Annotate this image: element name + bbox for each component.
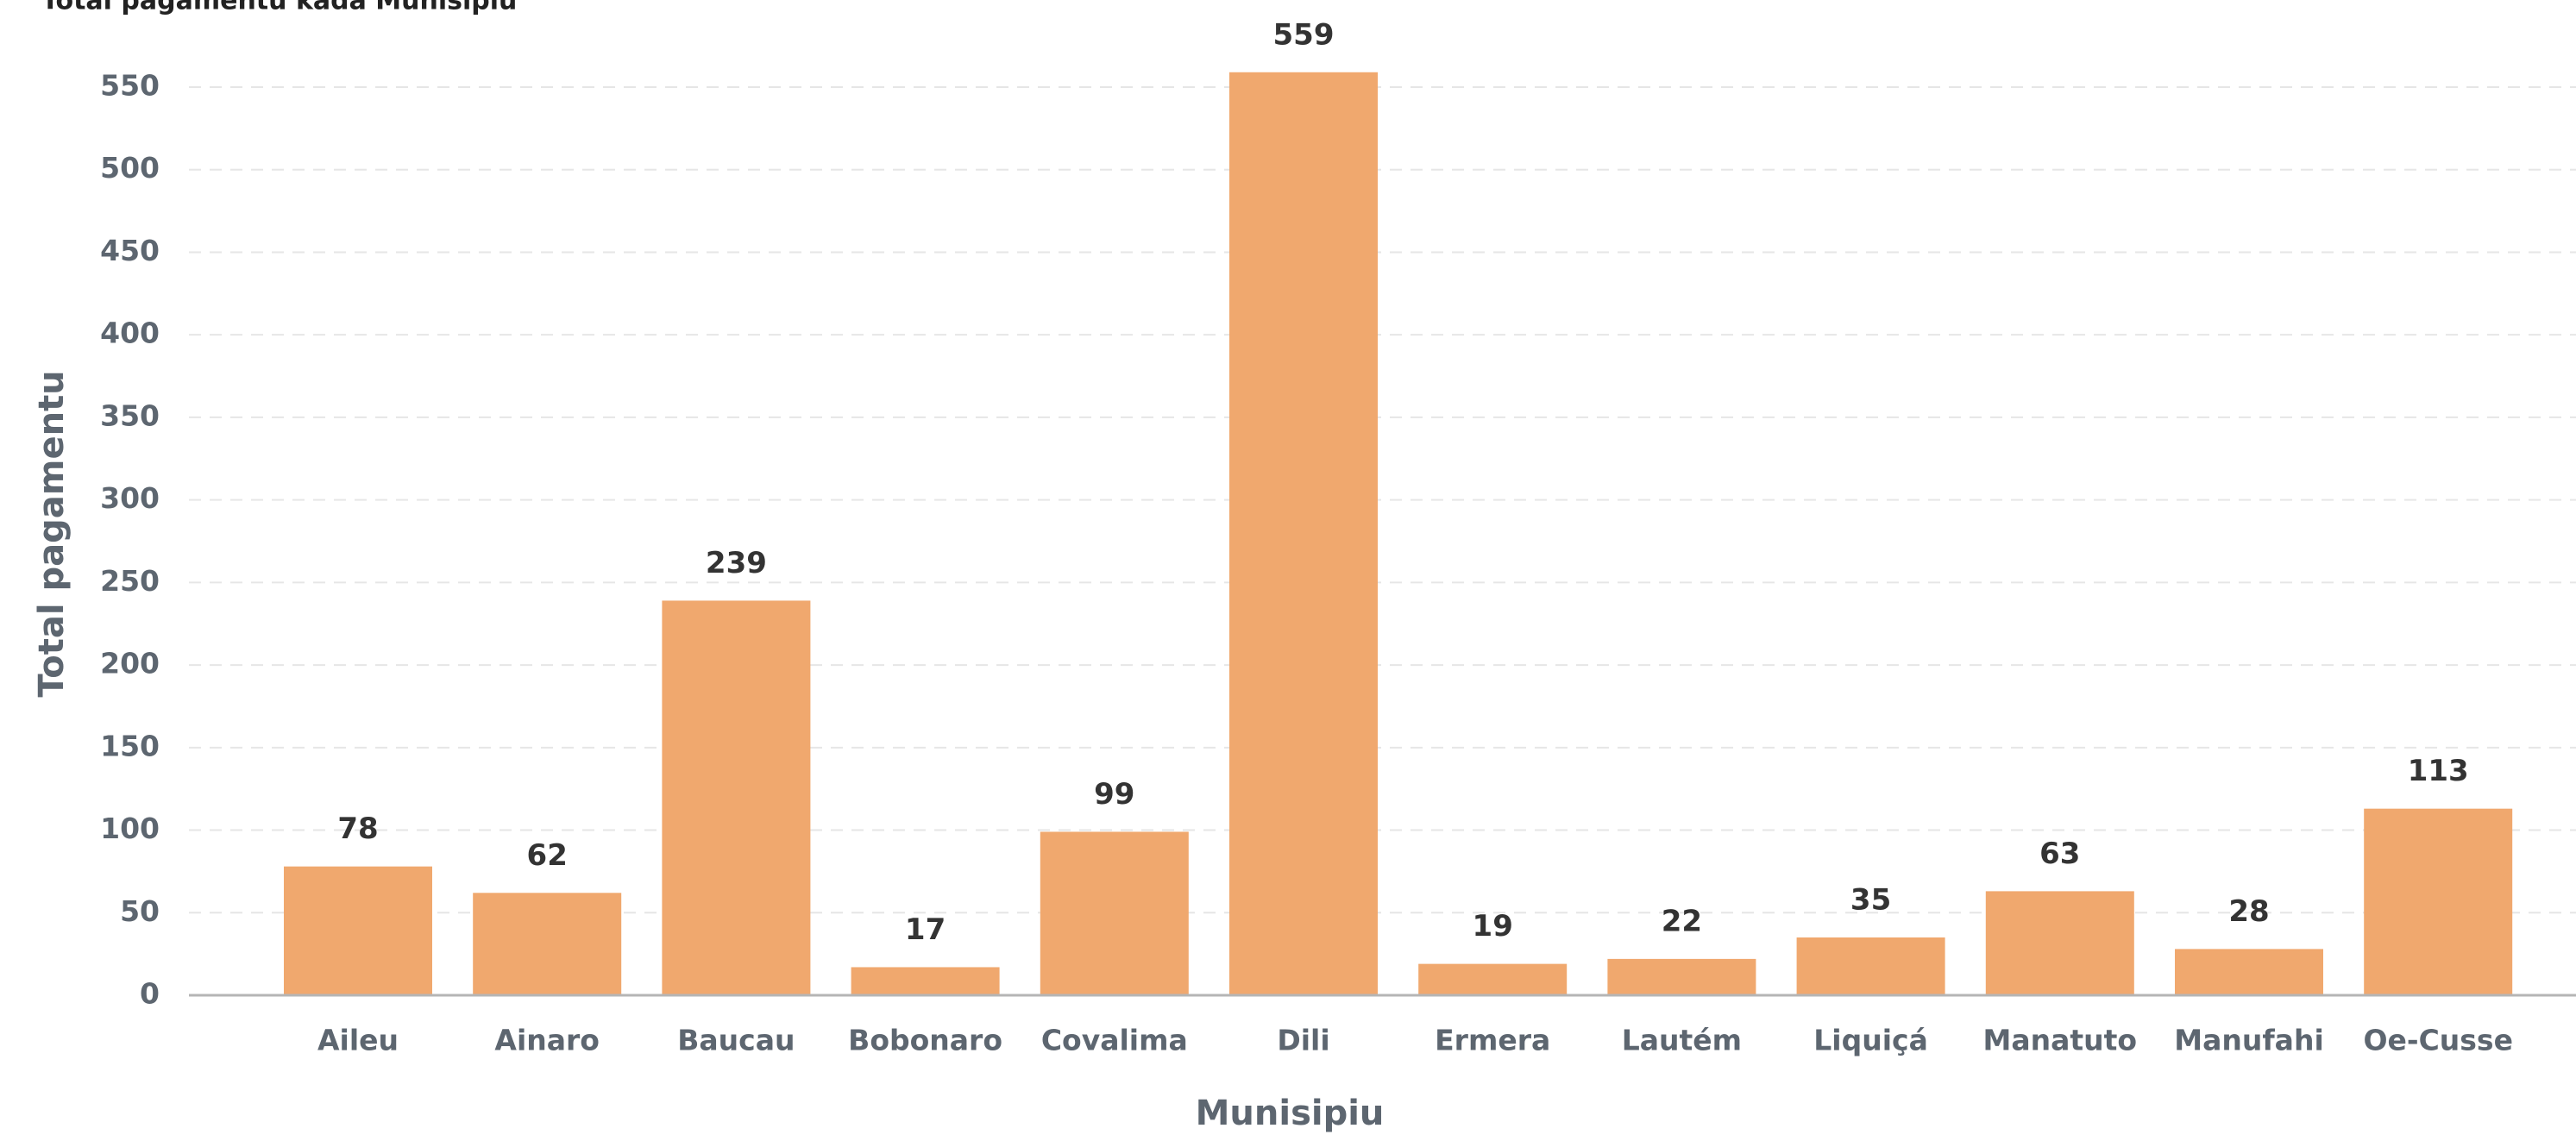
y-tick-label: 200: [100, 647, 160, 680]
bar: [473, 893, 622, 995]
data-label: 239: [706, 546, 767, 580]
bar: [1796, 937, 1945, 995]
y-tick-label: 350: [100, 398, 160, 432]
data-label: 78: [337, 812, 378, 846]
y-tick-label: 300: [100, 481, 160, 515]
data-label: 35: [1850, 882, 1891, 917]
bar: [851, 967, 1000, 995]
y-tick-label: 150: [100, 729, 160, 762]
data-label: 22: [1662, 904, 1702, 938]
x-tick-label: Bobonaro: [848, 1024, 1002, 1057]
data-label: 62: [527, 838, 568, 873]
y-tick-label: 100: [100, 812, 160, 845]
x-tick-label: Dili: [1277, 1024, 1329, 1057]
x-tick-label: Ermera: [1435, 1024, 1550, 1057]
bar: [2364, 808, 2513, 995]
chart-title: Total pagamentu kada Munisipiu: [41, 0, 517, 16]
y-tick-label: 250: [100, 564, 160, 598]
data-label: 63: [2039, 837, 2080, 871]
y-axis-label: Total pagamentu: [32, 370, 72, 697]
x-tick-label: Liquiçá: [1813, 1024, 1928, 1057]
x-tick-label: Manufahi: [2174, 1024, 2324, 1057]
bar: [284, 866, 432, 995]
bar: [1418, 963, 1568, 995]
y-tick-label: 450: [100, 234, 160, 267]
y-tick-label: 550: [100, 69, 160, 103]
data-label: 113: [2408, 754, 2469, 788]
y-tick-label: 50: [120, 894, 160, 928]
bar: [1040, 831, 1189, 995]
y-tick-label: 400: [100, 317, 160, 350]
data-label: 19: [1473, 909, 1513, 944]
y-tick-label: 0: [140, 977, 160, 1011]
x-tick-label: Aileu: [317, 1024, 399, 1057]
x-tick-label: Covalima: [1041, 1024, 1188, 1057]
bar: [2175, 949, 2323, 995]
x-tick-label: Oe-Cusse: [2363, 1024, 2513, 1057]
bar: [1607, 958, 1756, 995]
data-label: 17: [905, 912, 946, 947]
x-tick-label: Baucau: [677, 1024, 795, 1057]
bar: [1229, 72, 1378, 996]
x-tick-label: Manatuto: [1983, 1024, 2138, 1057]
x-axis-label: Munisipiu: [1196, 1094, 1385, 1133]
bar: [662, 600, 811, 995]
y-tick-label: 500: [100, 151, 160, 185]
data-label: 559: [1273, 17, 1335, 52]
x-tick-label: Ainaro: [494, 1024, 600, 1057]
x-tick-label: Lautém: [1622, 1024, 1742, 1057]
data-label: 99: [1094, 777, 1134, 812]
data-label: 28: [2228, 894, 2269, 929]
bar: [1985, 891, 2134, 995]
